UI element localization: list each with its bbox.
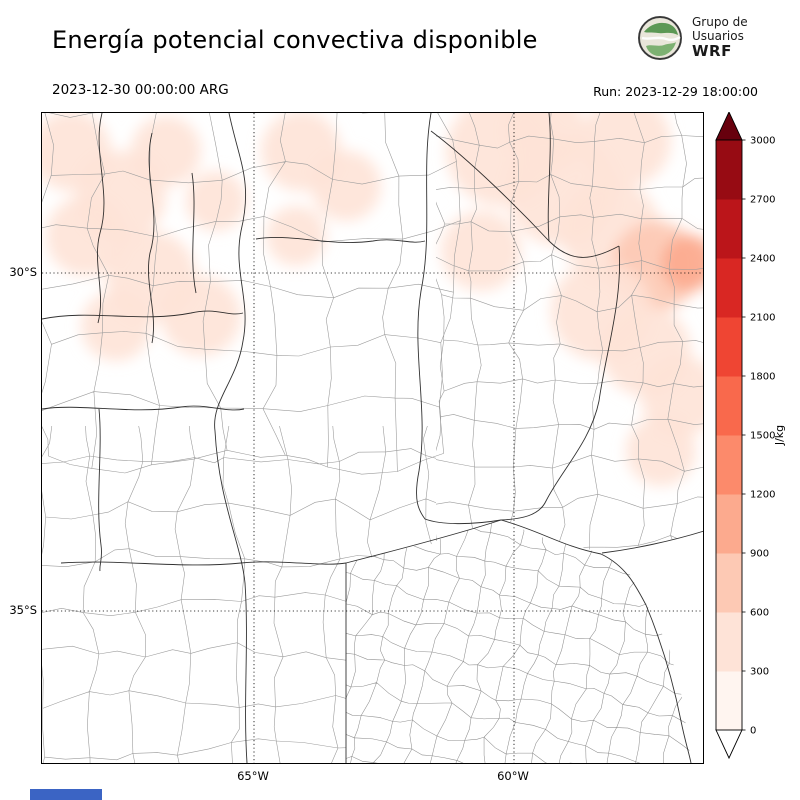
colorbar: 0 300 600 900 1200 1500 1800 2100 2400 2700 3000 J/…: [703, 110, 800, 774]
colorbar-tick-label: 2400: [750, 254, 775, 265]
ytick-30s: 30°S: [9, 265, 37, 279]
colorbar-tick-label: 600: [750, 608, 769, 619]
footer-banner: [30, 789, 102, 800]
cape-blob: [81, 291, 151, 361]
colorbar-segment: [716, 199, 742, 259]
valid-time-label: 2023-12-30 00:00:00 ARG: [52, 82, 229, 98]
colorbar-segment: [716, 671, 742, 731]
cape-blob: [46, 196, 126, 276]
colorbar-unit-label: J/kg: [773, 425, 786, 446]
colorbar-segment: [716, 317, 742, 377]
cape-blob: [186, 171, 246, 231]
logo-line-1: Grupo de: [692, 15, 748, 29]
logo-text: Grupo de Usuarios WRF: [692, 15, 748, 61]
colorbar-segment: [716, 612, 742, 672]
page-title: Energía potencial convectiva disponible: [52, 26, 538, 54]
province-boundaries: [42, 113, 703, 763]
run-time-label: Run: 2023-12-29 18:00:00: [593, 84, 758, 99]
cape-blob: [266, 206, 326, 266]
colorbar-segment: [716, 435, 742, 495]
colorbar-tick-label: 1500: [750, 431, 775, 442]
colorbar-tick-label: 1800: [750, 372, 775, 383]
colorbar-segment: [716, 140, 742, 200]
cape-blob: [626, 416, 696, 486]
map-plot-area: [41, 112, 704, 764]
cape-blob: [641, 356, 703, 436]
colorbar-segment: [716, 494, 742, 554]
map-canvas: [42, 113, 703, 763]
colorbar-tick-label: 1200: [750, 490, 775, 501]
logo-line-wrf: WRF: [692, 42, 732, 61]
cape-shading: [42, 113, 703, 486]
wrf-logo: Grupo de Usuarios WRF: [636, 14, 748, 62]
colorbar-tick-label: 900: [750, 549, 769, 560]
colorbar-segment: [716, 553, 742, 613]
colorbar-tick-label: 2700: [750, 195, 775, 206]
xtick-65w: 65°W: [237, 769, 269, 783]
cape-blob: [506, 113, 586, 171]
cape-blob: [581, 113, 671, 186]
ytick-35s: 35°S: [9, 603, 37, 617]
colorbar-over-arrow: [715, 110, 743, 141]
cape-blob: [161, 276, 241, 356]
colorbar-tick-label: 300: [750, 667, 769, 678]
colorbar-segment: [716, 258, 742, 318]
colorbar-tick-label: 2100: [750, 313, 775, 324]
colorbar-canvas: 0 300 600 900 1200 1500 1800 2100 2400 2700 3000 J/…: [715, 110, 786, 760]
colorbar-under-arrow: [715, 729, 743, 760]
logo-line-2: Usuarios: [692, 29, 744, 44]
cape-blob: [311, 151, 381, 221]
buenos-aires-departments: [346, 520, 691, 763]
xtick-60w: 60°W: [497, 769, 529, 783]
colorbar-tick-label: 0: [750, 726, 756, 737]
colorbar-segment: [716, 376, 742, 436]
cape-blob: [131, 116, 201, 186]
department-boundaries: [42, 113, 461, 475]
department-boundaries: [346, 520, 691, 763]
colorbar-tick-label: 3000: [750, 136, 775, 147]
globe-icon: [638, 16, 682, 60]
